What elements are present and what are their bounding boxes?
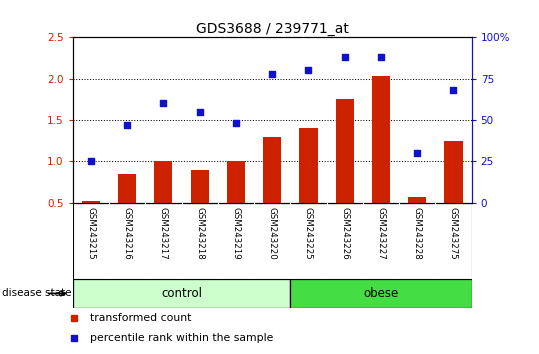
Bar <box>227 161 245 203</box>
Text: transformed count: transformed count <box>90 313 191 323</box>
Text: GSM243275: GSM243275 <box>449 207 458 260</box>
Text: GSM243219: GSM243219 <box>231 207 240 260</box>
Text: GSM243225: GSM243225 <box>304 207 313 260</box>
Bar <box>299 128 317 203</box>
Bar <box>445 141 462 203</box>
Text: GSM243218: GSM243218 <box>195 207 204 260</box>
Text: control: control <box>161 287 202 300</box>
Text: GSM243228: GSM243228 <box>413 207 421 260</box>
Bar <box>82 201 100 203</box>
Bar <box>291 279 472 308</box>
Point <box>377 54 385 60</box>
Text: disease state: disease state <box>2 289 71 298</box>
Bar <box>73 279 291 308</box>
Point <box>159 101 168 106</box>
Bar <box>154 161 172 203</box>
Point <box>87 159 95 164</box>
Bar <box>408 197 426 203</box>
Title: GDS3688 / 239771_at: GDS3688 / 239771_at <box>196 22 349 36</box>
Text: obese: obese <box>363 287 399 300</box>
Text: GSM243227: GSM243227 <box>376 207 385 260</box>
Point <box>232 120 240 126</box>
Bar <box>263 137 281 203</box>
Text: GSM243216: GSM243216 <box>123 207 132 260</box>
Point <box>341 54 349 60</box>
Point <box>304 68 313 73</box>
Bar <box>191 170 209 203</box>
Point <box>123 122 132 128</box>
Point <box>195 109 204 115</box>
Point <box>449 87 458 93</box>
Point <box>268 71 277 76</box>
Text: percentile rank within the sample: percentile rank within the sample <box>90 333 273 343</box>
Bar <box>336 99 354 203</box>
Text: GSM243220: GSM243220 <box>268 207 277 260</box>
Point <box>413 150 421 156</box>
Text: GSM243217: GSM243217 <box>159 207 168 260</box>
Bar <box>118 174 136 203</box>
Text: GSM243215: GSM243215 <box>86 207 95 260</box>
Bar <box>372 76 390 203</box>
Text: GSM243226: GSM243226 <box>340 207 349 260</box>
